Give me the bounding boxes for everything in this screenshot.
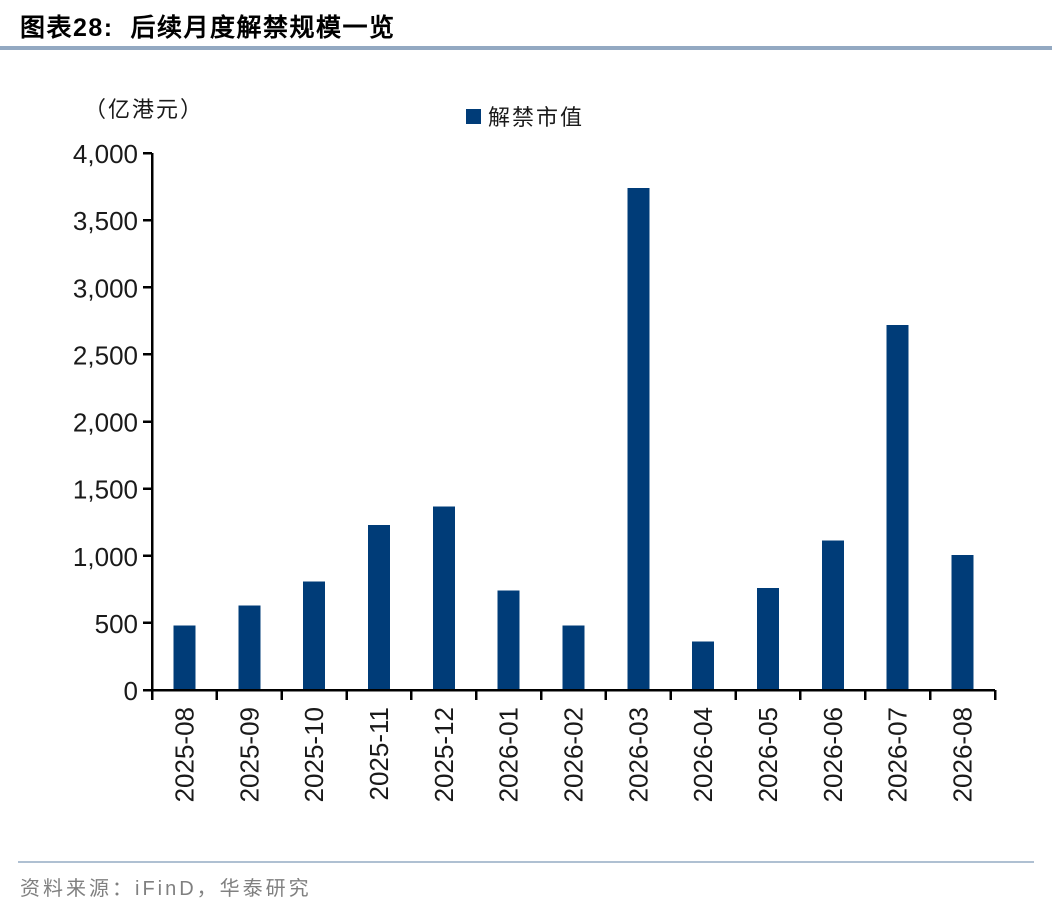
y-axis-tick-label: 1,000: [73, 542, 138, 572]
y-axis-tick-label: 0: [124, 676, 138, 706]
x-axis-label-2025-11: 2025-11: [364, 707, 394, 801]
figure-title: 图表28: 后续月度解禁规模一览: [20, 14, 396, 42]
y-axis-tick-label: 3,500: [73, 206, 138, 236]
bar-2026-04: [692, 641, 715, 690]
source-text: 资料来源：iFinD，华泰研究: [20, 878, 312, 900]
bar-2026-01: [497, 590, 520, 690]
legend-swatch-icon: [466, 108, 481, 124]
y-axis-tick-label: 4,000: [73, 139, 138, 169]
bar-2025-12: [432, 506, 455, 690]
axis-lines: [150, 153, 995, 692]
bar-2025-11: [367, 524, 390, 690]
title-underline-rule: [0, 46, 1052, 50]
legend-series-label: 解禁市值: [488, 105, 585, 130]
x-axis-label-2025-09: 2025-09: [234, 707, 264, 802]
x-axis-label-2026-08: 2026-08: [948, 707, 978, 802]
x-axis-label-2026-02: 2026-02: [559, 707, 589, 802]
x-axis-label-2025-08: 2025-08: [169, 707, 199, 802]
x-axis-label-2026-04: 2026-04: [688, 707, 718, 802]
x-axis-label-2025-12: 2025-12: [429, 707, 459, 802]
y-axis-tick-label: 2,000: [73, 408, 138, 438]
y-axis-tick-label: 1,500: [73, 475, 138, 505]
bar-2026-08: [951, 555, 974, 690]
bar-2025-10: [303, 581, 326, 690]
x-axis-label-2026-01: 2026-01: [494, 707, 524, 802]
bar-2026-03: [627, 187, 650, 690]
bar-chart: 0 500 1,000 1,500 2,000 2,500 3,000 3,500 4,000 2…: [73, 139, 997, 802]
bar-2026-05: [757, 587, 780, 690]
bar-2025-09: [238, 605, 261, 690]
x-axis-label-2026-07: 2026-07: [883, 707, 913, 802]
x-axis-label-2026-05: 2026-05: [753, 707, 783, 802]
bar-2026-07: [886, 324, 909, 690]
y-axis-tick-label: 2,500: [73, 340, 138, 370]
bar-2026-02: [562, 625, 585, 690]
source-divider-rule: [18, 861, 1034, 863]
y-axis-tick-label: 3,000: [73, 273, 138, 303]
y-axis-unit-label: （亿港元）: [84, 97, 205, 122]
bar-2026-06: [821, 540, 844, 690]
x-axis-label-2026-06: 2026-06: [818, 707, 848, 802]
x-axis-label-2026-03: 2026-03: [623, 707, 653, 802]
chart-legend: 解禁市值: [466, 100, 584, 132]
x-axis-label-2025-10: 2025-10: [299, 707, 329, 802]
bar-2025-08: [173, 625, 196, 690]
y-axis-tick-label: 500: [95, 609, 138, 639]
